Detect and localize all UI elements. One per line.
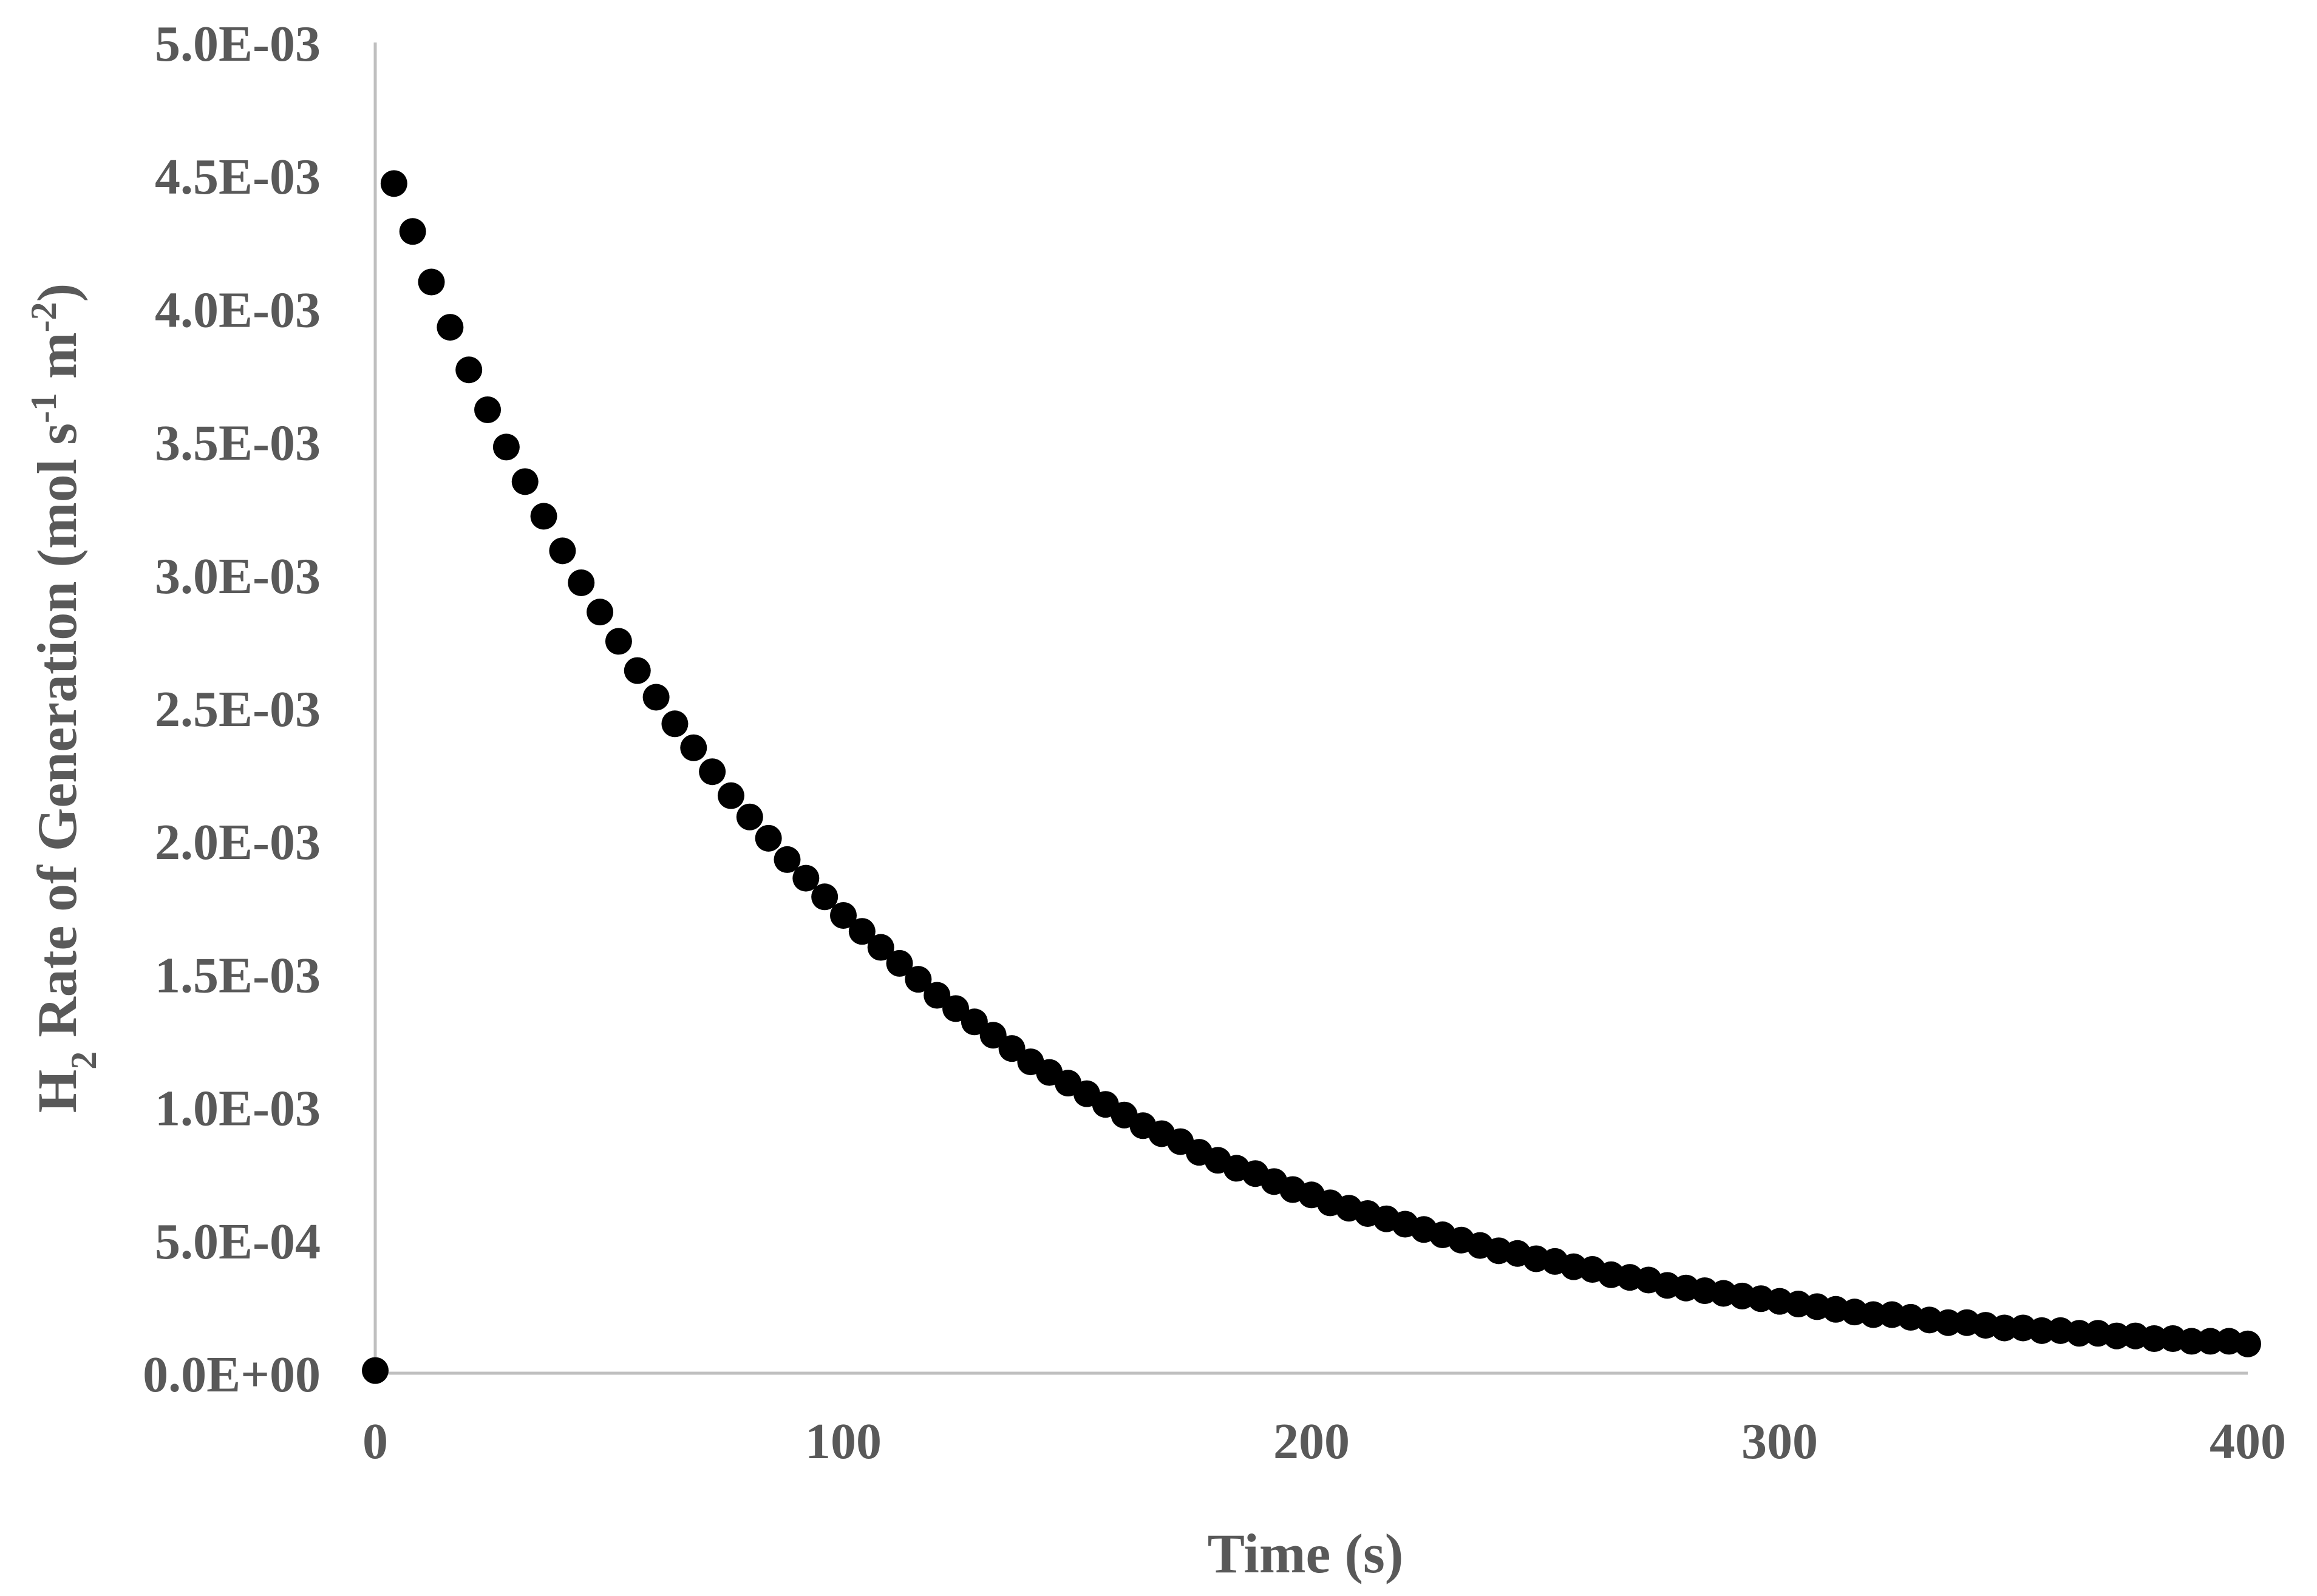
data-point (418, 268, 445, 296)
y-tick-label: 4.0E-03 (155, 282, 321, 338)
data-points-layer (362, 170, 2261, 1384)
y-axis-title-superscript-1: -1 (24, 393, 64, 423)
data-point (2197, 1328, 2224, 1355)
data-point (624, 657, 651, 684)
data-point (1860, 1301, 1887, 1328)
data-point (699, 758, 726, 786)
y-tick-label: 0.0E+00 (143, 1346, 321, 1403)
data-point (830, 902, 857, 929)
y-tick-label: 2.5E-03 (155, 681, 321, 738)
data-point (474, 396, 502, 423)
data-point (511, 468, 539, 495)
y-tick-label: 2.0E-03 (155, 814, 321, 871)
x-tick-label: 0 (362, 1413, 388, 1470)
data-point (792, 864, 820, 892)
data-point (2140, 1325, 2168, 1353)
data-point (2103, 1322, 2131, 1350)
y-axis-title-superscript-2: -2 (24, 302, 64, 332)
data-point (886, 949, 913, 977)
y-tick-label: 4.5E-03 (155, 149, 321, 205)
y-axis-title-subscript: 2 (64, 1051, 104, 1070)
data-point (961, 1008, 988, 1036)
y-axis-title-mid: m (26, 332, 88, 393)
data-point (924, 982, 951, 1009)
data-point (455, 356, 483, 384)
y-axis-title-prefix: H (26, 1070, 88, 1113)
data-point (2178, 1328, 2205, 1355)
x-tick-label: 100 (805, 1413, 882, 1470)
data-point (587, 599, 614, 626)
tick-labels-layer: 0.0E+00 5.0E-04 1.0E-03 1.5E-03 2.0E-03 2.5E-… (143, 16, 2286, 1470)
x-tick-label: 200 (1273, 1413, 1350, 1470)
data-point (848, 918, 876, 945)
data-point (736, 803, 763, 830)
data-point (642, 684, 670, 711)
data-point (530, 503, 557, 530)
x-tick-label: 300 (1741, 1413, 1818, 1470)
data-point (380, 170, 407, 197)
data-point (568, 569, 595, 596)
data-point (811, 883, 839, 911)
data-point (717, 782, 744, 809)
x-tick-label: 400 (2210, 1413, 2286, 1470)
data-point (437, 314, 464, 341)
y-tick-label: 3.5E-03 (155, 415, 321, 472)
data-point (942, 995, 970, 1022)
y-axis-title: H2 Rate of Generation (mol s-1 m-2) (24, 284, 104, 1113)
data-point (661, 710, 689, 738)
data-point (998, 1035, 1026, 1062)
data-point (680, 734, 707, 761)
data-point (2234, 1330, 2261, 1357)
data-point (905, 966, 932, 993)
y-tick-label: 1.0E-03 (155, 1081, 321, 1137)
data-point (2066, 1320, 2093, 1347)
y-axis-title-suffix: ) (26, 284, 88, 302)
data-point (774, 846, 801, 873)
y-tick-label: 5.0E-04 (155, 1214, 321, 1270)
y-tick-label: 5.0E-03 (155, 16, 321, 72)
data-point (755, 824, 782, 852)
axes-layer (373, 42, 2248, 1375)
data-point (1934, 1309, 1962, 1336)
x-axis-title: Time (s) (1208, 1523, 1404, 1584)
data-point (492, 433, 520, 461)
data-point (1991, 1314, 2018, 1342)
data-point (362, 1357, 389, 1384)
y-axis-title-main: Rate of Generation (mol s (26, 423, 88, 1051)
data-point (2028, 1317, 2055, 1344)
data-point (549, 537, 576, 565)
data-point (979, 1022, 1007, 1049)
y-tick-label: 3.0E-03 (155, 548, 321, 605)
y-tick-label: 1.5E-03 (155, 947, 321, 1003)
data-point (867, 934, 894, 961)
data-point (399, 218, 426, 245)
data-point (605, 628, 632, 655)
